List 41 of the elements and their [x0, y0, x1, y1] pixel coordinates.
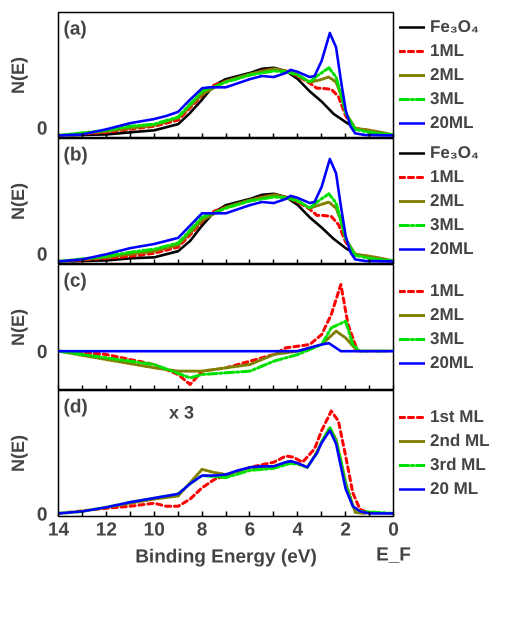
- chart-title: (d): [64, 396, 88, 418]
- text: 0: [36, 342, 48, 364]
- text: 1st ML: [430, 407, 484, 427]
- x-tick-label: 8: [196, 520, 208, 540]
- legend-label: 20ML: [430, 353, 474, 373]
- legend-label: 2ML: [430, 305, 464, 325]
- x-axis-title: Binding Energy (eV): [135, 546, 317, 568]
- text: 1ML: [430, 167, 464, 187]
- x-tick-label: 4: [292, 520, 304, 540]
- legend-label: Fe₃O₄: [430, 17, 480, 37]
- text: 0: [36, 244, 48, 266]
- y-axis-title: N(E): [8, 434, 28, 472]
- legend-label: 20ML: [430, 113, 474, 133]
- y-axis-title: N(E): [8, 182, 28, 220]
- x-tick-label: 2: [340, 520, 351, 540]
- x-tick-label: 0: [388, 520, 399, 540]
- legend-label: 3ML: [430, 329, 464, 349]
- x-tick-label: 6: [244, 520, 256, 540]
- x-tick-label: 12: [96, 520, 117, 540]
- text: 2nd ML: [430, 431, 490, 451]
- text: 2ML: [430, 191, 464, 211]
- text: 3ML: [430, 215, 464, 235]
- legend-label: 3ML: [430, 89, 464, 109]
- legend-label: 1ML: [430, 281, 464, 301]
- text: Fe₃O₄: [430, 143, 480, 163]
- legend-label: 2ML: [430, 65, 464, 85]
- text: 0: [36, 504, 48, 526]
- text: 0: [36, 118, 48, 140]
- text: 3rd ML: [430, 455, 486, 475]
- chart-title: (c): [64, 270, 87, 292]
- text: E_F: [376, 544, 411, 566]
- text: 20ML: [430, 239, 474, 259]
- x-tick-label: 10: [144, 520, 165, 540]
- annotation: x 3: [169, 402, 194, 422]
- y-axis-title: N(E): [8, 308, 28, 346]
- chart-title: (a): [64, 18, 87, 40]
- legend-label: 1ML: [430, 41, 464, 61]
- chart-title: (b): [64, 144, 88, 166]
- text: 20 ML: [430, 479, 478, 499]
- x-tick-label: 14: [48, 520, 70, 540]
- y-axis-title: N(E): [8, 56, 28, 94]
